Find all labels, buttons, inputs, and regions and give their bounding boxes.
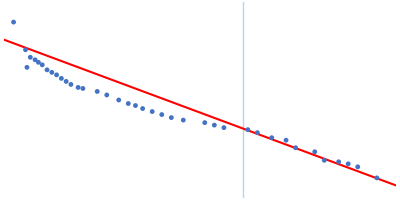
Point	[321, 159, 328, 162]
Point	[53, 73, 60, 76]
Point	[35, 61, 42, 64]
Point	[32, 58, 38, 61]
Point	[221, 126, 227, 129]
Point	[116, 98, 122, 102]
Point	[68, 83, 74, 86]
Point	[94, 90, 100, 93]
Point	[268, 136, 275, 139]
Point	[149, 110, 155, 113]
Point	[245, 128, 251, 131]
Point	[354, 165, 361, 168]
Point	[336, 160, 342, 163]
Point	[254, 131, 260, 134]
Point	[140, 107, 146, 110]
Point	[125, 102, 132, 105]
Point	[63, 80, 69, 83]
Point	[10, 21, 17, 24]
Point	[180, 119, 186, 122]
Point	[49, 71, 55, 74]
Point	[104, 93, 110, 97]
Point	[27, 56, 34, 59]
Point	[75, 86, 81, 89]
Point	[168, 116, 174, 119]
Point	[312, 150, 318, 153]
Point	[374, 176, 380, 179]
Point	[202, 121, 208, 124]
Point	[132, 104, 139, 107]
Point	[24, 66, 30, 69]
Point	[158, 113, 165, 116]
Point	[345, 162, 351, 165]
Point	[211, 124, 218, 127]
Point	[44, 68, 50, 71]
Point	[22, 48, 29, 51]
Point	[58, 77, 64, 80]
Point	[283, 139, 289, 142]
Point	[292, 146, 299, 149]
Point	[39, 63, 46, 66]
Point	[80, 87, 86, 90]
